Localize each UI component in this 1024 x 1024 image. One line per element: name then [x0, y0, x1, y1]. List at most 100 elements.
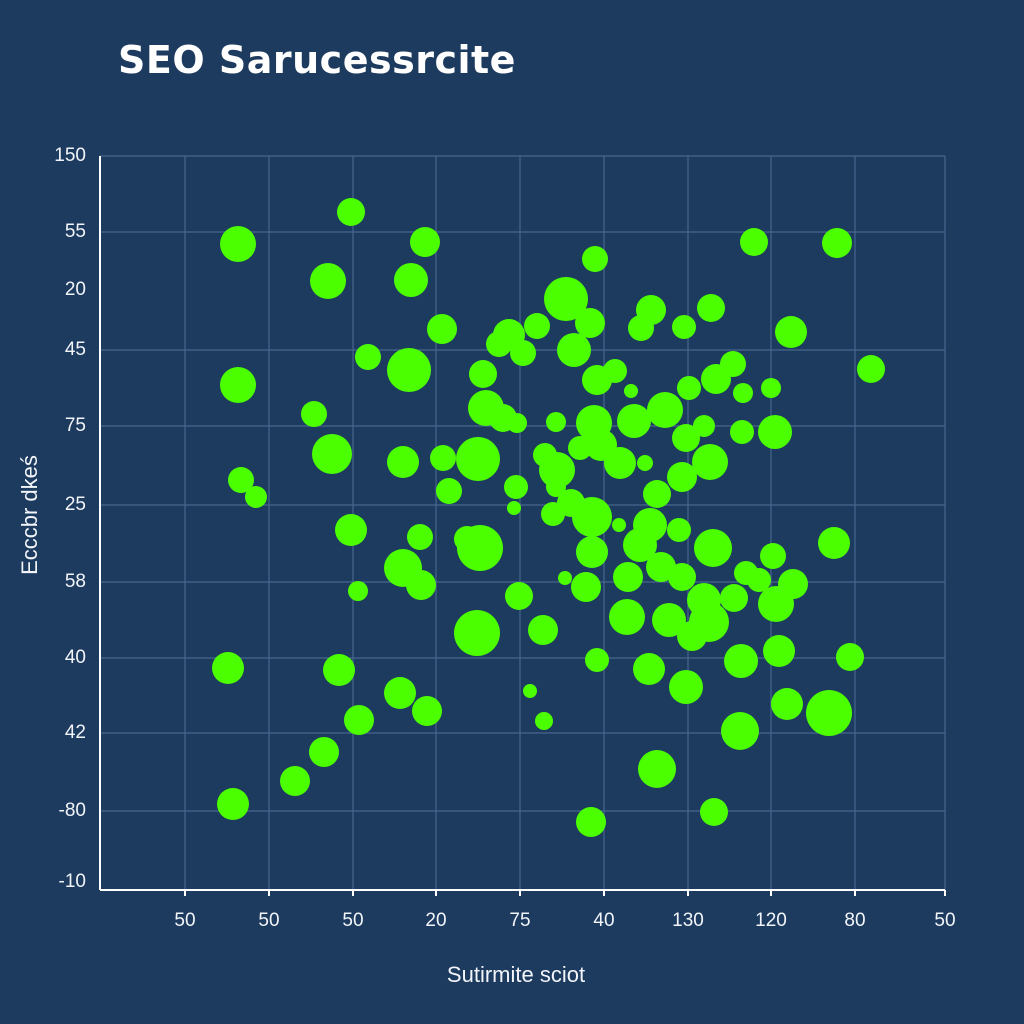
bubble [643, 480, 671, 508]
chart-title: SEO Sarucessrcite [118, 38, 516, 82]
y-tick-label: 75 [64, 415, 86, 436]
bubble [624, 384, 638, 398]
bubble [818, 527, 850, 559]
x-tick-label: 40 [593, 910, 615, 931]
bubble [637, 455, 653, 471]
bubble [510, 340, 536, 366]
bubble [337, 198, 365, 226]
bubble [301, 401, 327, 427]
bubble [245, 486, 267, 508]
bubble [700, 798, 728, 826]
bubble [535, 712, 553, 730]
bubble [576, 536, 608, 568]
bubble [613, 562, 643, 592]
bubble [628, 315, 654, 341]
bubble [212, 652, 244, 684]
bubble [486, 331, 512, 357]
bubble [524, 313, 550, 339]
bubble [730, 420, 754, 444]
bubble [575, 308, 605, 338]
bubble [692, 444, 728, 480]
bubble [427, 314, 457, 344]
y-tick-label: 58 [64, 571, 86, 592]
bubble [576, 807, 606, 837]
y-tick-label: -80 [58, 800, 86, 821]
bubble [740, 228, 768, 256]
bubble [721, 712, 759, 750]
y-axis-label: Ecccbr dkeś [17, 455, 42, 575]
bubble [394, 263, 428, 297]
bubble [557, 333, 591, 367]
bubble [668, 563, 696, 591]
x-tick-label: 50 [934, 910, 956, 931]
bubble [582, 246, 608, 272]
bubble [228, 467, 254, 493]
bubble [323, 654, 355, 686]
bubble [280, 766, 310, 796]
y-tick-label: 25 [64, 494, 86, 515]
bubble [638, 750, 676, 788]
bubble [454, 610, 500, 656]
x-tick-label: 50 [258, 910, 280, 931]
bubble [617, 404, 651, 438]
bubble-series [212, 198, 885, 837]
y-tick-label: 45 [64, 339, 86, 360]
bubble [310, 263, 346, 299]
bubble [667, 462, 697, 492]
bubble [694, 529, 732, 567]
bubble [667, 518, 691, 542]
bubble [505, 582, 533, 610]
y-tick-label: 20 [64, 279, 86, 300]
bubble [763, 635, 795, 667]
bubble [571, 572, 601, 602]
bubble [504, 475, 528, 499]
bubble [312, 434, 352, 474]
bubble [410, 227, 440, 257]
bubble [693, 415, 715, 437]
x-tick-label: 50 [174, 910, 196, 931]
bubble [720, 584, 748, 612]
bubble [603, 359, 627, 383]
bubble [355, 344, 381, 370]
y-tick-label: 40 [64, 647, 86, 668]
bubble [457, 525, 503, 571]
bubble [523, 684, 537, 698]
bubble [758, 415, 792, 449]
y-tick-label: 42 [64, 722, 86, 743]
bubble [572, 497, 612, 537]
bubble [760, 543, 786, 569]
bubble [761, 378, 781, 398]
bubble [822, 228, 852, 258]
bubble [697, 294, 725, 322]
bubble [647, 392, 683, 428]
bubble [544, 277, 588, 321]
y-tick-label: 150 [54, 145, 86, 166]
bubble [623, 528, 657, 562]
x-axis-label: Sutirmite sciot [446, 962, 586, 987]
bubble [456, 437, 500, 481]
bubble [609, 599, 645, 635]
bubble [528, 615, 558, 645]
bubble [585, 648, 609, 672]
x-tick-label: 120 [755, 910, 787, 931]
bubble [430, 445, 456, 471]
bubble [217, 788, 249, 820]
bubble [436, 478, 462, 504]
bubble [672, 424, 700, 452]
bubble [507, 413, 527, 433]
bubble [344, 705, 374, 735]
bubble [604, 447, 636, 479]
bubble [387, 348, 431, 392]
bubble [747, 568, 771, 592]
bubble [689, 602, 729, 642]
bubble [220, 226, 256, 262]
bubble [539, 452, 575, 488]
bubble [720, 351, 746, 377]
x-tick-label: 75 [509, 910, 531, 931]
bubble [836, 643, 864, 671]
bubble [507, 501, 521, 515]
x-tick-label: 130 [672, 910, 704, 931]
bubble [633, 653, 665, 685]
bubble [412, 696, 442, 726]
